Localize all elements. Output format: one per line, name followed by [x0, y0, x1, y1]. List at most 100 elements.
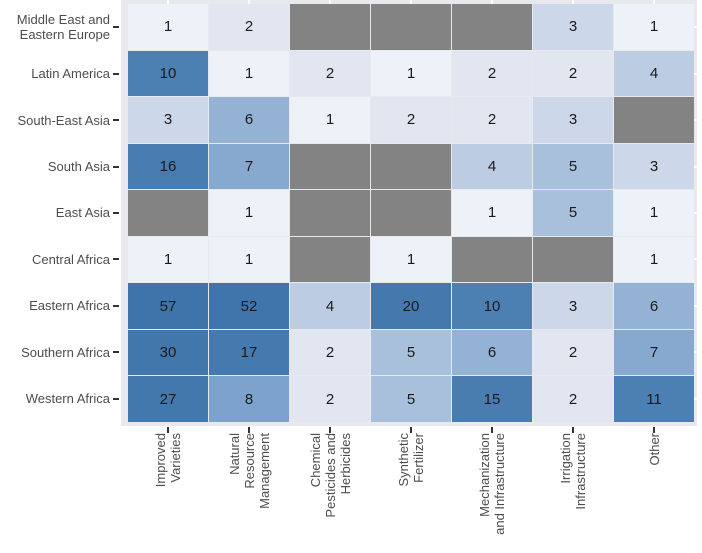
- heatmap-cell: 1: [371, 50, 451, 97]
- y-axis-label: South Asia: [47, 159, 110, 175]
- heatmap-cell: [452, 236, 532, 283]
- heatmap-cell: 4: [614, 50, 694, 97]
- heatmap-cell: 27: [128, 376, 208, 422]
- heatmap-cell: [371, 190, 451, 236]
- x-axis-tick: [248, 427, 251, 433]
- plot-panel: 1 2 3 1 10 1 2 1 2 2 4 3 6 1 2 2 3 16 7 4 5 3 1 1 5 1 1 1 1 1 57 52 4 20 1…: [121, 0, 697, 426]
- heatmap-cell: 16: [128, 143, 208, 190]
- heatmap-cell: 15: [452, 376, 532, 422]
- heatmap-cell: 7: [614, 329, 694, 376]
- heatmap-cell: [452, 4, 532, 50]
- heatmap-cell: 4: [290, 283, 370, 329]
- y-axis-tick-right: [694, 304, 698, 307]
- x-axis-tick-top: [167, 0, 170, 4]
- heatmap-grid: 1 2 3 1 10 1 2 1 2 2 4 3 6 1 2 2 3 16 7 4 5 3 1 1 5 1 1 1 1 1 57 52 4 20 1…: [128, 4, 694, 422]
- heatmap-cell: 20: [371, 283, 451, 329]
- heatmap-cell: 52: [209, 283, 289, 329]
- heatmap-cell: 2: [533, 50, 613, 97]
- x-axis-tick: [571, 427, 574, 433]
- heatmap-cell: 17: [209, 329, 289, 376]
- heatmap-cell: 5: [533, 190, 613, 236]
- heatmap-cell: 1: [290, 97, 370, 143]
- x-axis-tick: [329, 427, 332, 433]
- heatmap-cell: 6: [452, 329, 532, 376]
- heatmap-cell: 4: [452, 143, 532, 190]
- heatmap-cell: 6: [209, 97, 289, 143]
- heatmap-cell: 2: [290, 376, 370, 422]
- y-axis-label: Eastern Africa: [29, 298, 110, 314]
- heatmap-cell: 5: [371, 329, 451, 376]
- heatmap-cell: [290, 236, 370, 283]
- heatmap-cell: 10: [452, 283, 532, 329]
- y-axis-tick-right: [694, 119, 698, 122]
- heatmap-cell: 2: [452, 50, 532, 97]
- x-axis-tick: [410, 427, 412, 433]
- y-axis-tick-right: [694, 26, 698, 29]
- y-axis-tick: [113, 26, 119, 29]
- heatmap-cell: 5: [533, 143, 613, 190]
- heatmap-cell: 2: [209, 4, 289, 50]
- heatmap-cell: 3: [533, 4, 613, 50]
- heatmap-cell: 8: [209, 376, 289, 422]
- heatmap-cell: [614, 97, 694, 143]
- x-axis-tick: [490, 427, 493, 433]
- y-axis-tick: [113, 351, 119, 354]
- heatmap-cell: [371, 4, 451, 50]
- y-axis-tick: [113, 212, 119, 214]
- x-axis-label: Irrigation Infrastructure: [557, 433, 588, 510]
- y-axis-label: Western Africa: [25, 391, 110, 407]
- heatmap-cell: 1: [128, 4, 208, 50]
- y-axis-tick: [113, 258, 119, 261]
- heatmap-cell: 3: [614, 143, 694, 190]
- y-axis-tick-right: [694, 258, 698, 261]
- y-axis-tick-right: [694, 351, 698, 354]
- heatmap-cell: 2: [533, 376, 613, 422]
- x-axis-tick: [652, 427, 655, 433]
- y-axis-label: Southern Africa: [21, 344, 110, 360]
- heatmap-cell: 10: [128, 50, 208, 97]
- y-axis-label: East Asia: [55, 205, 110, 221]
- heatmap-cell: 11: [614, 376, 694, 422]
- heatmap-cell: 2: [452, 97, 532, 143]
- heatmap-cell: 1: [209, 236, 289, 283]
- heatmap-cell: [533, 236, 613, 283]
- x-axis-tick-top: [248, 0, 251, 4]
- heatmap-cell: 1: [128, 236, 208, 283]
- heatmap-cell: 3: [533, 283, 613, 329]
- heatmap-cell: 1: [371, 236, 451, 283]
- x-axis-label: Improved Varieties: [153, 433, 184, 488]
- heatmap-cell: [290, 190, 370, 236]
- x-axis-tick-top: [410, 0, 412, 4]
- heatmap-cell: 57: [128, 283, 208, 329]
- y-axis-tick-right: [694, 72, 698, 75]
- heatmap-cell: 7: [209, 143, 289, 190]
- x-axis-tick-top: [652, 0, 655, 4]
- x-axis-tick-top: [571, 0, 574, 4]
- heatmap-cell: 6: [614, 283, 694, 329]
- x-axis-label: Mechanization and Infrastructure: [476, 433, 507, 535]
- heatmap-cell: 3: [128, 97, 208, 143]
- x-axis-tick-top: [329, 0, 332, 4]
- heatmap-cell: 2: [533, 329, 613, 376]
- y-axis-label: Middle East and Eastern Europe: [16, 12, 110, 43]
- heatmap-cell: [290, 4, 370, 50]
- heatmap-cell: 1: [614, 190, 694, 236]
- heatmap-cell: 2: [290, 50, 370, 97]
- y-axis-tick-right: [694, 397, 698, 400]
- y-axis-tick: [113, 72, 119, 75]
- heatmap-cell: 2: [371, 97, 451, 143]
- heatmap-cell: 2: [290, 329, 370, 376]
- y-axis-label: Latin America: [31, 66, 110, 82]
- heatmap-cell: 1: [614, 4, 694, 50]
- x-axis-label: Natural Resource Management: [226, 433, 272, 509]
- y-axis-label: Central Africa: [31, 251, 110, 267]
- heatmap-cell: 1: [209, 190, 289, 236]
- x-axis-tick: [167, 427, 170, 433]
- x-axis-label: Synthetic Fertilizer: [396, 433, 426, 487]
- y-axis-tick-right: [694, 212, 698, 214]
- x-axis-tick-top: [490, 0, 493, 4]
- y-axis-label: South-East Asia: [17, 112, 111, 128]
- y-axis-tick: [113, 397, 119, 400]
- heatmap-cell: [128, 190, 208, 236]
